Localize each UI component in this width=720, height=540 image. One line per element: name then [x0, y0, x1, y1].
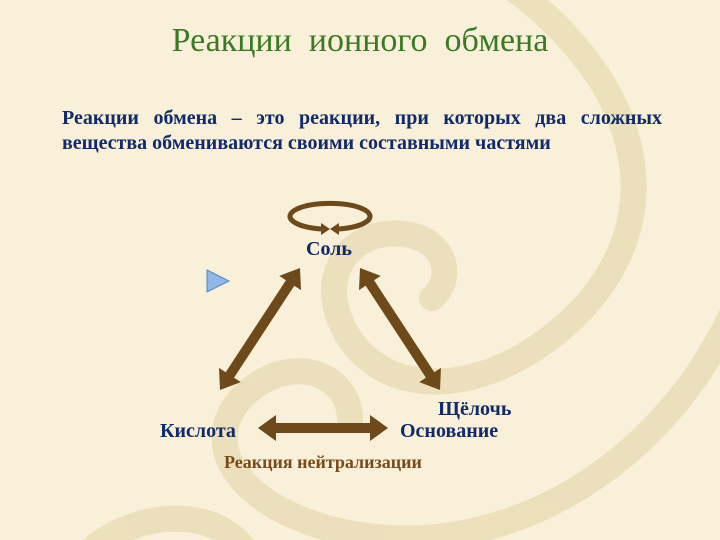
slide: Реакции ионного обмена Реакции обмена – …: [0, 0, 720, 540]
self-loop-ellipse: [290, 203, 370, 229]
edge-salt-base1: [367, 279, 433, 380]
arrowhead-icon: [258, 415, 276, 441]
node-base2: Основание: [400, 420, 498, 443]
edges: [219, 268, 441, 441]
self-loop-salt: [290, 203, 370, 235]
node-acid: Кислота: [160, 420, 236, 443]
node-base1: Щёлочь: [438, 398, 511, 421]
self-loop-arrowhead-1: [321, 223, 330, 235]
play-icon[interactable]: [205, 268, 235, 298]
neutralization-caption: Реакция нейтрализации: [224, 452, 422, 473]
arrowhead-icon: [370, 415, 388, 441]
edge-salt-acid: [227, 279, 293, 380]
node-salt: Соль: [306, 238, 352, 261]
self-loop-arrowhead-2: [330, 223, 339, 235]
